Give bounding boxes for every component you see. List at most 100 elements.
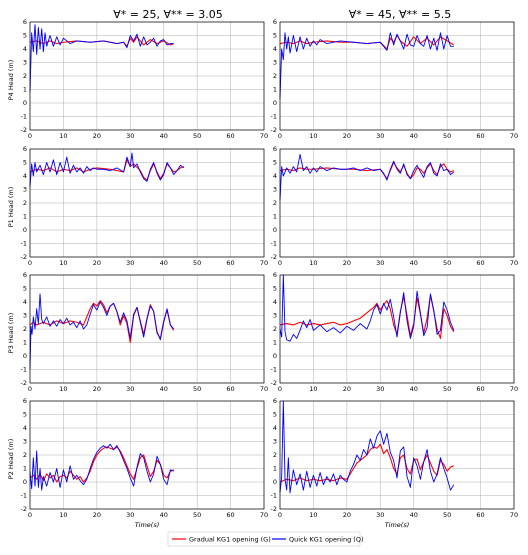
y-tick-label: -1 xyxy=(21,240,27,248)
y-tick-label: 2 xyxy=(23,451,27,459)
y-tick-label: 1 xyxy=(23,213,27,221)
y-tick-label: -1 xyxy=(271,492,277,500)
series-line-quick xyxy=(279,153,455,201)
y-tick-label: 6 xyxy=(23,18,27,26)
x-tick-label: 30 xyxy=(376,132,384,140)
panel-frame xyxy=(29,274,265,384)
series-line-quick xyxy=(279,32,454,99)
x-tick-label: 40 xyxy=(410,385,418,393)
x-tick-label: 40 xyxy=(410,511,418,519)
x-tick-label: 70 xyxy=(260,259,268,267)
y-tick-label: 3 xyxy=(23,186,27,194)
x-tick-label: 30 xyxy=(126,385,134,393)
y-tick-label: 5 xyxy=(273,285,277,293)
y-tick-label: 4 xyxy=(273,424,277,432)
x-tick-label: 50 xyxy=(443,511,451,519)
x-tick-label: 0 xyxy=(28,132,32,140)
x-tick-label: 40 xyxy=(410,259,418,267)
y-tick-label: 0 xyxy=(273,226,277,234)
y-tick-label: -2 xyxy=(21,379,27,387)
x-tick-label: 70 xyxy=(510,259,518,267)
x-tick-label: 50 xyxy=(193,511,201,519)
x-tick-label: 40 xyxy=(160,132,168,140)
series-line-quick xyxy=(279,274,455,342)
x-tick-label: 0 xyxy=(278,385,282,393)
x-tick-label: 30 xyxy=(126,511,134,519)
series-line-gradual xyxy=(29,446,174,483)
x-tick-label: 50 xyxy=(193,385,201,393)
x-tick-label: 40 xyxy=(410,132,418,140)
x-tick-label: 30 xyxy=(376,511,384,519)
y-tick-label: 0 xyxy=(23,99,27,107)
series-line-gradual xyxy=(29,300,175,344)
series-line-gradual xyxy=(279,443,455,483)
y-tick-label: 6 xyxy=(23,271,27,279)
x-tick-label: 70 xyxy=(510,511,518,519)
y-tick-label: 2 xyxy=(273,451,277,459)
y-tick-label: -1 xyxy=(271,366,277,374)
x-tick-label: 60 xyxy=(476,385,484,393)
panel-frame xyxy=(29,21,265,131)
y-tick-label: 5 xyxy=(23,411,27,419)
legend-frame xyxy=(167,531,361,547)
x-tick-label: 60 xyxy=(476,259,484,267)
panel-1: 0 10 20 30 40 50 60 70 -2 -1 0 1 2 3 4 5 6 xyxy=(21,18,269,140)
panel-frame xyxy=(279,21,515,131)
y-tick-label: 1 xyxy=(273,465,277,473)
legend-label-gradual: Gradual KG1 opening (G) xyxy=(189,536,271,544)
x-tick-label: 0 xyxy=(28,259,32,267)
x-tick-label: 70 xyxy=(260,385,268,393)
panel-6: 0 10 20 30 40 50 60 70 -2 -1 0 1 2 3 4 5 6 xyxy=(271,271,519,393)
series-line-quick xyxy=(29,152,185,187)
y-tick-label: -1 xyxy=(21,366,27,374)
x-tick-label: 30 xyxy=(376,385,384,393)
y-tick-label: 5 xyxy=(23,159,27,167)
y-tick-label: 2 xyxy=(273,199,277,207)
y-tick-label: -2 xyxy=(271,505,277,513)
y-tick-label: 2 xyxy=(273,72,277,80)
x-tick-label: 70 xyxy=(260,511,268,519)
x-tick-label: 10 xyxy=(309,511,317,519)
x-tick-label: 10 xyxy=(309,259,317,267)
x-tick-label: 20 xyxy=(93,385,101,393)
ylabel-row-3: P3 Head (m) xyxy=(7,313,15,354)
x-tick-label: 50 xyxy=(193,132,201,140)
panel-4: 0 10 20 30 40 50 60 70 -2 -1 0 1 2 3 4 5 6 xyxy=(271,145,519,267)
panel-frame xyxy=(279,148,515,258)
panel-frame xyxy=(279,400,515,510)
legend: Gradual KG1 opening (G) Quick KG1 openin… xyxy=(167,531,363,547)
y-tick-label: 6 xyxy=(273,18,277,26)
panel-frame xyxy=(29,400,265,510)
x-tick-label: 20 xyxy=(343,259,351,267)
y-tick-label: 4 xyxy=(23,45,27,53)
y-tick-label: 1 xyxy=(23,86,27,94)
column-title-right: ∀* = 45, ∀** = 5.5 xyxy=(349,8,451,21)
series-line-gradual xyxy=(279,161,455,180)
y-tick-label: 2 xyxy=(23,199,27,207)
y-tick-label: 0 xyxy=(23,352,27,360)
y-tick-label: 3 xyxy=(273,59,277,67)
y-tick-label: 5 xyxy=(273,411,277,419)
x-tick-label: 0 xyxy=(278,259,282,267)
y-tick-label: -1 xyxy=(271,113,277,121)
y-tick-label: -2 xyxy=(271,379,277,387)
y-tick-label: 4 xyxy=(273,298,277,306)
x-tick-label: 60 xyxy=(476,511,484,519)
panel-3: 0 10 20 30 40 50 60 70 -2 -1 0 1 2 3 4 5 6 xyxy=(21,145,269,267)
x-tick-label: 10 xyxy=(59,259,67,267)
x-tick-label: 60 xyxy=(226,511,234,519)
x-tick-label: 20 xyxy=(93,259,101,267)
y-tick-label: 0 xyxy=(273,99,277,107)
y-tick-label: 2 xyxy=(23,325,27,333)
y-tick-label: 6 xyxy=(273,397,277,405)
x-tick-label: 20 xyxy=(343,385,351,393)
x-tick-label: 10 xyxy=(309,132,317,140)
y-tick-label: 0 xyxy=(23,478,27,486)
y-tick-label: 5 xyxy=(23,32,27,40)
x-tick-label: 0 xyxy=(278,132,282,140)
x-tick-label: 0 xyxy=(278,511,282,519)
y-tick-label: 0 xyxy=(273,478,277,486)
y-tick-label: -1 xyxy=(21,492,27,500)
panel-5: 0 10 20 30 40 50 60 70 -2 -1 0 1 2 3 4 5 6 xyxy=(21,271,269,393)
x-tick-label: 10 xyxy=(59,132,67,140)
